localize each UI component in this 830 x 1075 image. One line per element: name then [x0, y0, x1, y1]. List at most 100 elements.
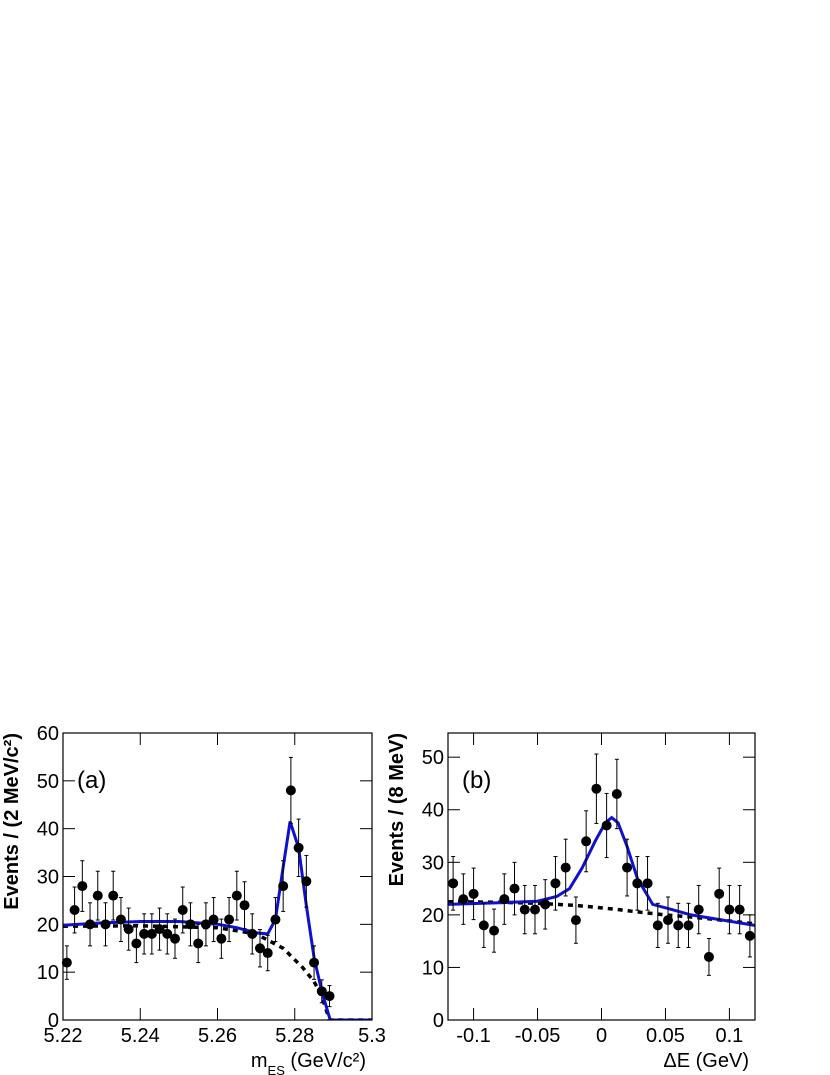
y-tick-label: 10: [37, 962, 59, 984]
x-label-subscript: ES: [268, 1063, 286, 1075]
data-point: [224, 914, 235, 925]
data-point: [519, 904, 530, 915]
x-label-part: m: [251, 1050, 268, 1072]
data-point: [216, 933, 227, 944]
data-point: [509, 883, 520, 894]
x-tick-label: 5.28: [275, 1025, 314, 1047]
data-point: [611, 788, 622, 799]
x-axis-label: mES (GeV/c²): [251, 1050, 366, 1075]
x-tick-label: 0.1: [716, 1025, 744, 1047]
data-point: [458, 894, 469, 905]
y-tick-label: 40: [422, 800, 444, 822]
x-tick-label: 0: [596, 1025, 607, 1047]
data-point: [77, 881, 88, 892]
y-tick-label: 30: [37, 867, 59, 889]
data-point: [622, 862, 633, 873]
data-point: [744, 930, 755, 941]
x-tick-label: 5.3: [358, 1025, 386, 1047]
data-point: [478, 920, 489, 931]
data-point: [208, 914, 219, 925]
data-point: [69, 904, 80, 915]
x-axis-label: ΔE (GeV): [663, 1050, 749, 1072]
data-point: [489, 925, 500, 936]
x-tick-label: 5.22: [44, 1025, 83, 1047]
data-point: [591, 783, 602, 794]
y-tick-label: 0: [48, 1010, 59, 1032]
x-tick-label: 5.24: [121, 1025, 160, 1047]
x-tick-label: 5.26: [198, 1025, 237, 1047]
y-axis-label: Events / (8 MeV): [386, 733, 408, 886]
data-point: [254, 943, 265, 954]
data-point: [131, 938, 142, 949]
data-point: [162, 928, 173, 939]
data-point: [529, 904, 540, 915]
y-tick-label: 50: [422, 747, 444, 769]
plot-frame: [447, 732, 756, 1021]
data-point: [581, 836, 592, 847]
y-tick-label: 0: [433, 1010, 444, 1032]
data-point: [231, 890, 242, 901]
data-point: [61, 957, 72, 968]
data-point: [154, 924, 165, 935]
data-point: [316, 986, 327, 997]
data-point: [100, 919, 111, 930]
y-axis-label: Events / (2 MeV/c²): [1, 733, 23, 910]
data-point: [139, 928, 150, 939]
data-point: [652, 920, 663, 931]
data-point: [108, 890, 119, 901]
data-point: [324, 991, 335, 1002]
data-point: [601, 820, 612, 831]
data-point: [540, 899, 551, 910]
data-point: [673, 920, 684, 931]
y-tick-label: 30: [422, 852, 444, 874]
data-point: [115, 914, 126, 925]
data-point: [185, 919, 196, 930]
data-point: [177, 904, 188, 915]
data-point: [693, 904, 704, 915]
y-tick-label: 10: [422, 957, 444, 979]
data-point: [92, 890, 103, 901]
panel-label: (a): [77, 767, 106, 794]
y-tick-label: 50: [37, 771, 59, 793]
data-point: [123, 924, 134, 935]
data-point: [550, 878, 561, 889]
data-point: [200, 919, 211, 930]
data-point: [309, 957, 320, 968]
data-point: [499, 894, 510, 905]
data-point: [170, 933, 181, 944]
x-label-part: (GeV/c²): [285, 1050, 366, 1072]
y-tick-label: 60: [37, 723, 59, 745]
data-point: [247, 928, 258, 939]
plot-frame: [62, 732, 373, 1021]
data-point: [193, 938, 204, 949]
data-point: [570, 915, 581, 926]
data-point: [239, 900, 250, 911]
data-point: [448, 878, 459, 889]
data-point: [301, 876, 312, 887]
data-point: [262, 948, 273, 959]
data-point: [468, 888, 479, 899]
panel-label: (b): [462, 767, 491, 794]
data-point: [714, 888, 725, 899]
data-point: [724, 904, 735, 915]
data-point: [663, 915, 674, 926]
data-point: [293, 842, 304, 853]
data-point: [146, 928, 157, 939]
x-tick-label: -0.05: [515, 1025, 561, 1047]
y-tick-label: 20: [37, 914, 59, 936]
data-point: [632, 878, 643, 889]
x-tick-label: 0.05: [646, 1025, 685, 1047]
x-tick-label: -0.1: [456, 1025, 490, 1047]
y-tick-label: 20: [422, 905, 444, 927]
y-tick-label: 40: [37, 819, 59, 841]
data-point: [278, 881, 289, 892]
data-point: [560, 862, 571, 873]
data-point: [642, 878, 653, 889]
data-point: [270, 914, 281, 925]
data-point: [703, 951, 714, 962]
data-point: [734, 904, 745, 915]
x-label-part: ΔE (GeV): [663, 1050, 749, 1072]
data-point: [85, 919, 96, 930]
data-point: [285, 785, 296, 796]
